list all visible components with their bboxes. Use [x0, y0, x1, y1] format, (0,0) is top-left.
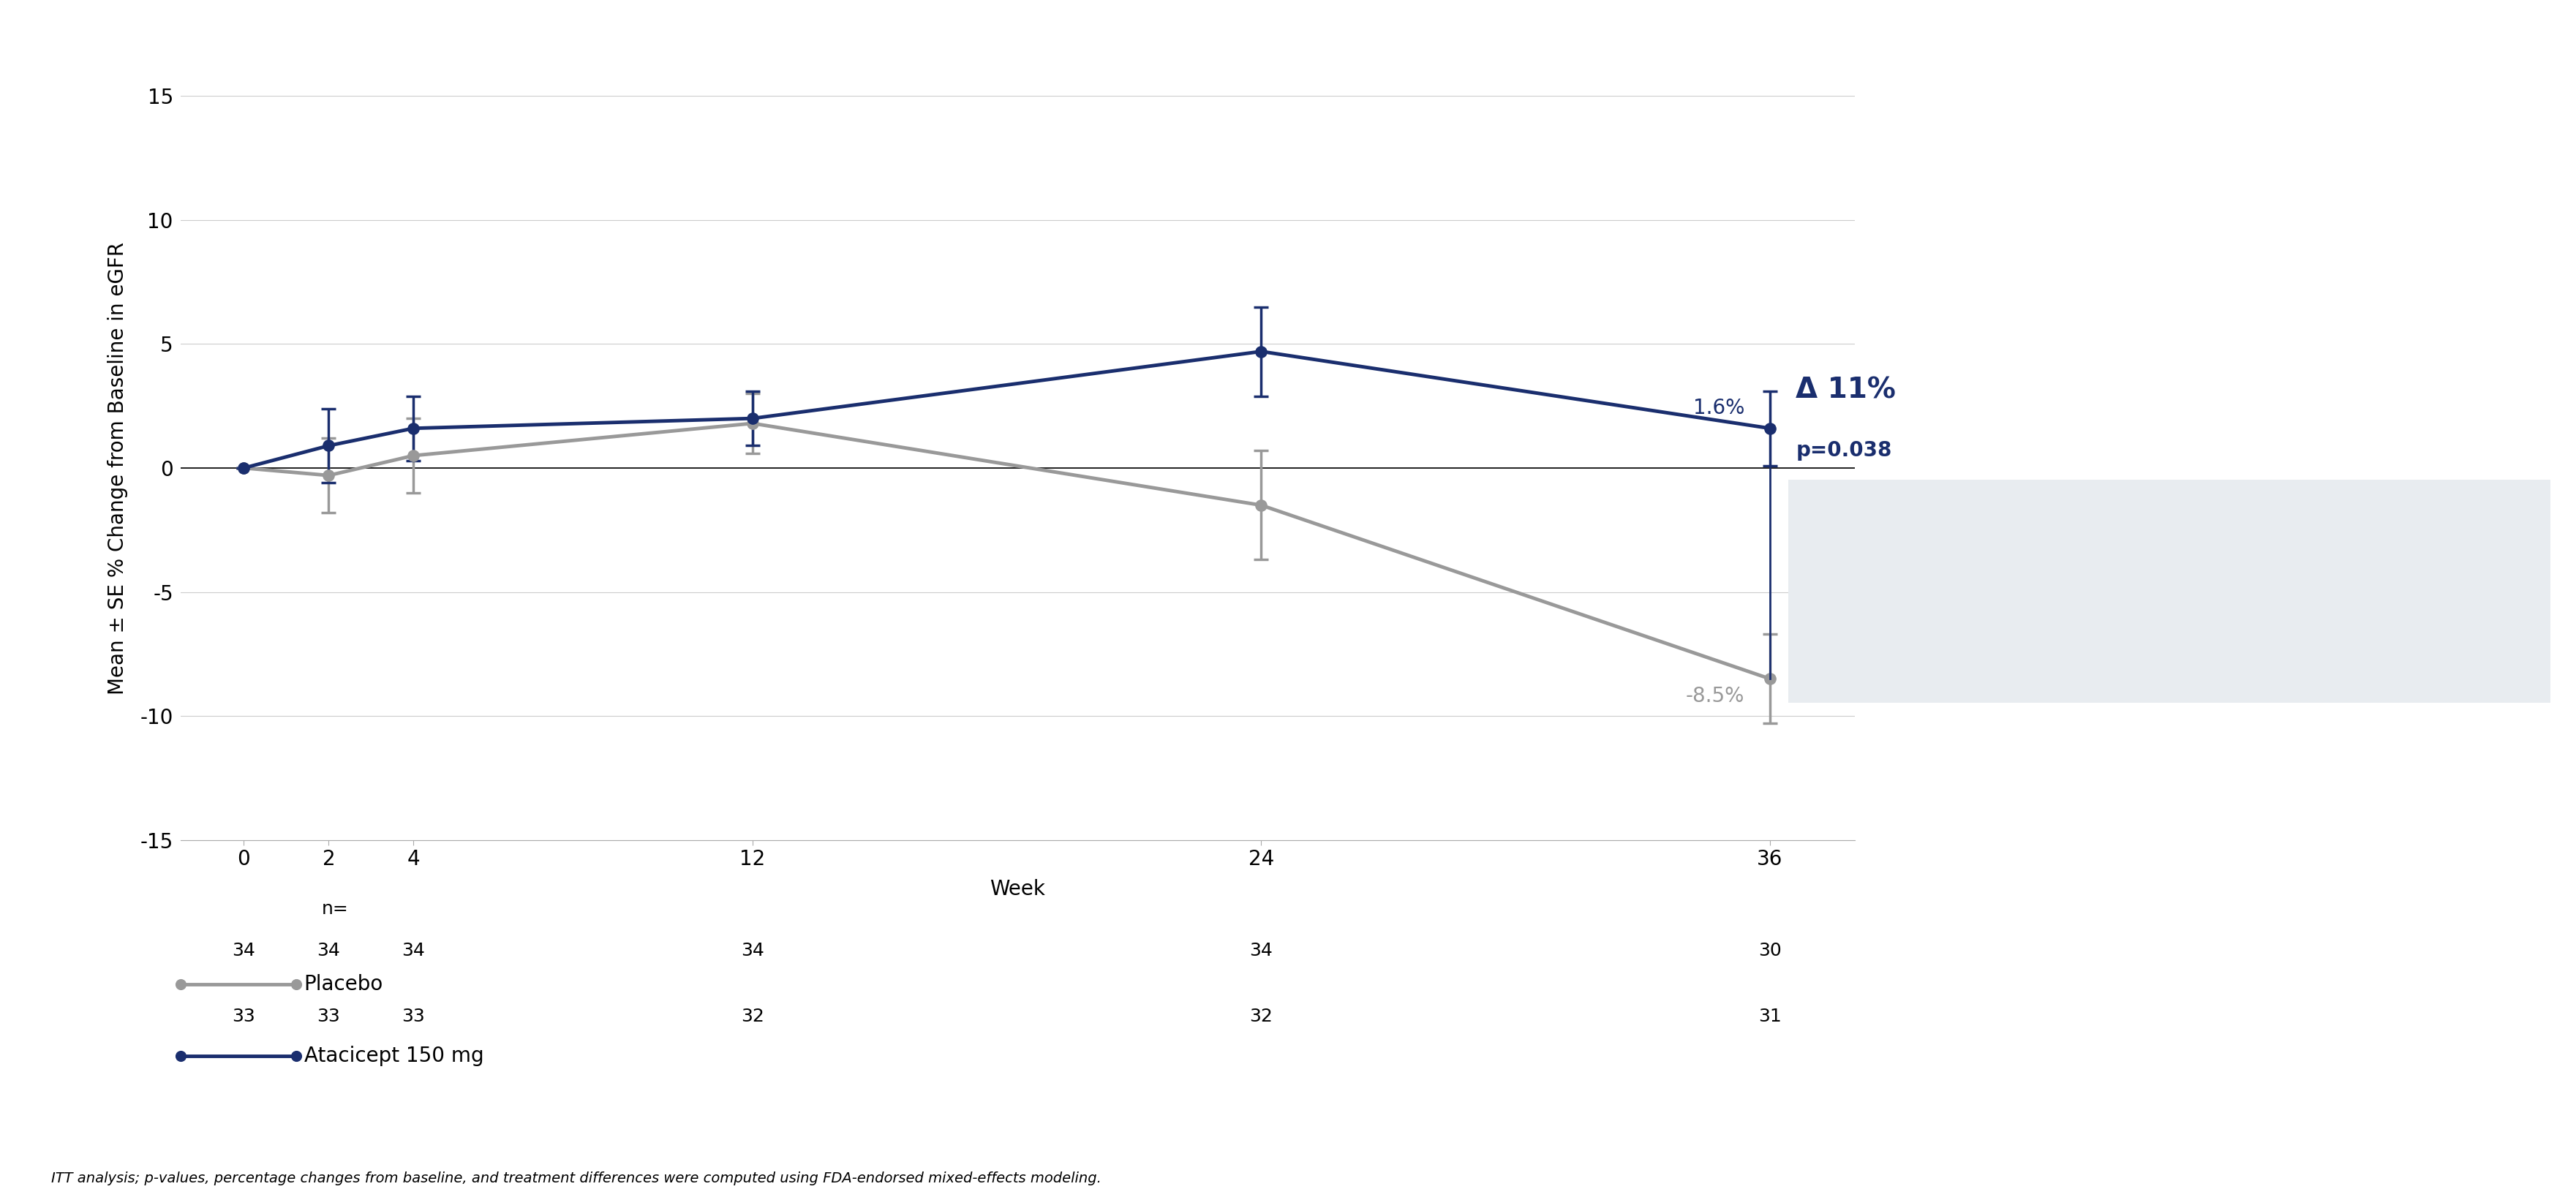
X-axis label: Week: Week — [989, 880, 1046, 900]
Text: 34: 34 — [1249, 942, 1273, 960]
Text: mL/min/1.73 m²: mL/min/1.73 m² — [1808, 558, 1955, 576]
Text: Δ 11%: Δ 11% — [1795, 377, 1896, 404]
Text: 30: 30 — [1759, 942, 1783, 960]
Text: -8.5%: -8.5% — [1685, 686, 1744, 707]
Text: Absolute difference in: Absolute difference in — [1808, 600, 2009, 618]
Text: 33: 33 — [317, 1008, 340, 1026]
Text: 33: 33 — [402, 1008, 425, 1026]
Text: 33: 33 — [232, 1008, 255, 1026]
Text: ITT analysis; p-values, percentage changes from baseline, and treatment differen: ITT analysis; p-values, percentage chang… — [52, 1171, 1103, 1186]
Y-axis label: Mean ± SE % Change from Baseline in eGFR: Mean ± SE % Change from Baseline in eGFR — [108, 241, 129, 695]
Text: 31: 31 — [1759, 1008, 1783, 1026]
Text: 34: 34 — [742, 942, 765, 960]
Text: 32: 32 — [742, 1008, 765, 1026]
Text: n=: n= — [322, 900, 348, 918]
Text: 34: 34 — [232, 942, 255, 960]
Text: mean change at week 36: mean change at week 36 — [1808, 638, 2040, 656]
Text: 34: 34 — [317, 942, 340, 960]
Text: 34: 34 — [402, 942, 425, 960]
Text: Placebo: Placebo — [304, 973, 384, 995]
Text: Atacicept 150 mg: Atacicept 150 mg — [304, 1045, 484, 1067]
Text: 32: 32 — [1249, 1008, 1273, 1026]
Text: p=0.038: p=0.038 — [1795, 440, 1891, 461]
Text: 5.8: 5.8 — [1808, 490, 1865, 521]
Text: 1.6%: 1.6% — [1692, 398, 1744, 419]
